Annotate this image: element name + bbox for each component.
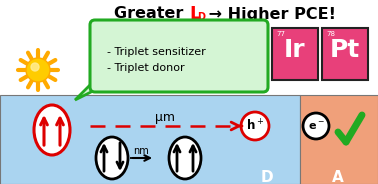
Text: nm: nm	[133, 146, 149, 156]
Circle shape	[241, 112, 269, 140]
Polygon shape	[0, 95, 300, 184]
Text: D: D	[261, 171, 273, 184]
Circle shape	[26, 58, 50, 82]
Ellipse shape	[34, 105, 70, 155]
Text: e$^-$: e$^-$	[308, 120, 324, 132]
Polygon shape	[300, 95, 378, 184]
Circle shape	[31, 63, 39, 71]
Ellipse shape	[169, 137, 201, 179]
Ellipse shape	[96, 137, 128, 179]
Text: L: L	[189, 5, 200, 23]
Text: 77: 77	[276, 31, 285, 37]
Text: D: D	[197, 12, 205, 22]
Text: → Higher PCE!: → Higher PCE!	[203, 6, 336, 22]
Text: A: A	[332, 171, 344, 184]
Text: Pt: Pt	[330, 38, 360, 62]
Text: Ir: Ir	[284, 38, 306, 62]
Text: h$^+$: h$^+$	[246, 118, 264, 134]
FancyBboxPatch shape	[272, 28, 318, 80]
FancyBboxPatch shape	[90, 20, 268, 92]
Circle shape	[303, 113, 329, 139]
Text: 78: 78	[326, 31, 335, 37]
Polygon shape	[75, 80, 115, 100]
Text: μm: μm	[155, 112, 175, 125]
FancyBboxPatch shape	[322, 28, 368, 80]
Text: - Triplet sensitizer: - Triplet sensitizer	[107, 47, 206, 57]
Text: Greater: Greater	[114, 6, 189, 22]
Text: - Triplet donor: - Triplet donor	[107, 63, 184, 73]
